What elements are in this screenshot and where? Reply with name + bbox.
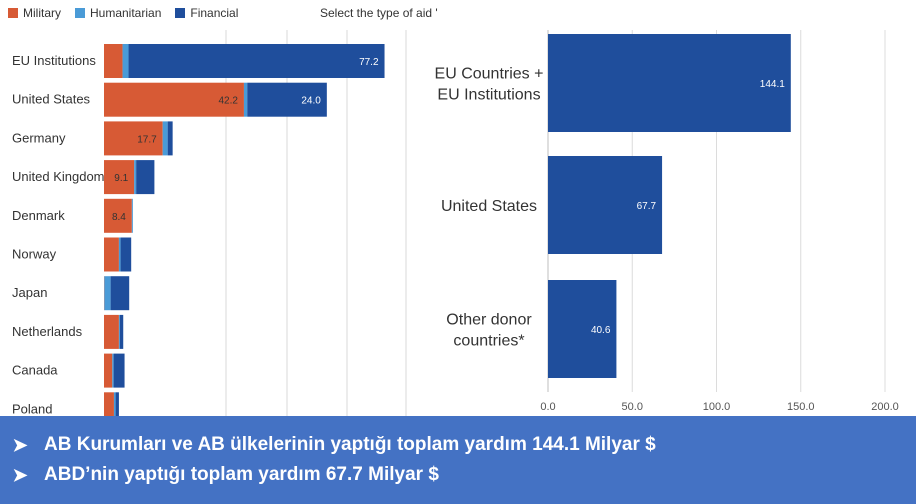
arrow-bullet-icon: ➤: [12, 434, 28, 455]
bar-united-kingdom-humanitarian: [134, 160, 137, 195]
bar-japan-humanitarian: [104, 276, 111, 311]
legend-label-humanitarian: Humanitarian: [90, 6, 162, 20]
bar-eu-institutions-humanitarian: [122, 44, 129, 78]
bar-eu-countries-eu-institutions: [548, 34, 791, 132]
bar-eu-institutions-military: [104, 44, 123, 78]
bar-netherlands-humanitarian: [118, 314, 120, 349]
bar-other-donor-countries: [548, 280, 617, 378]
category-label-japan: Japan: [12, 285, 47, 300]
bar-poland-humanitarian: [113, 392, 116, 416]
summary-text-1: AB Kurumları ve AB ülkelerinin yaptığı t…: [44, 434, 656, 455]
arrow-bullet-icon: ➤: [12, 464, 28, 485]
category-label-netherlands: Netherlands: [12, 324, 83, 339]
legend-swatch-humanitarian: [75, 8, 85, 18]
bar-united-states: [548, 156, 663, 254]
data-label-denmark-military: 8.4: [112, 212, 126, 223]
bar-united-kingdom-military: [104, 160, 135, 195]
category-label-united-states-line-0: United States: [441, 198, 537, 215]
summary-text-2: ABD’nin yaptığı toplam yardım 67.7 Milya…: [44, 464, 439, 485]
category-label-eu-countries-eu-institutions-line-0: EU Countries +: [435, 66, 544, 83]
legend-swatch-military: [8, 8, 18, 18]
bar-canada-humanitarian: [112, 353, 114, 388]
chart-legend: Military Humanitarian Financial: [8, 6, 252, 20]
data-label-united-kingdom-military: 9.1: [114, 173, 128, 184]
bar-poland-financial: [115, 392, 119, 416]
legend-item-humanitarian[interactable]: Humanitarian: [75, 6, 161, 20]
bar-canada-military: [104, 353, 113, 388]
category-label-united-states: United States: [12, 92, 91, 107]
bar-norway-financial: [120, 237, 132, 272]
bar-denmark-military: [104, 198, 132, 233]
data-label-united-states-financial: 24.0: [301, 96, 321, 107]
legend-item-military[interactable]: Military: [8, 6, 61, 20]
bar-japan-financial: [110, 276, 130, 311]
bar-eu-institutions-financial: [128, 44, 385, 78]
bar-denmark-humanitarian: [131, 198, 133, 233]
summary-line-1: ➤ AB Kurumları ve AB ülkelerinin yaptığı…: [0, 430, 916, 460]
bar-united-states-military: [104, 82, 244, 117]
bar-united-states-humanitarian: [243, 82, 248, 117]
value-label-eu-countries-eu-institutions: 144.1: [760, 79, 785, 90]
category-label-poland: Poland: [12, 401, 52, 416]
x-tick-label-2: 100.0: [703, 401, 731, 413]
bar-norway-military: [104, 237, 119, 272]
bar-germany-military: [104, 121, 163, 156]
summary-line-2: ➤ ABD’nin yaptığı toplam yardım 67.7 Mil…: [0, 460, 916, 490]
donor-aid-stacked-bar-chart: EU Institutions 77.2 United States 42.2 24.0…: [12, 30, 407, 416]
x-tick-label-0: 0.0: [540, 401, 555, 413]
data-label-germany-military: 17.7: [137, 134, 157, 145]
bar-netherlands-military: [104, 314, 119, 349]
bar-netherlands-financial: [119, 314, 124, 349]
legend-label-military: Military: [23, 6, 61, 20]
bar-norway-humanitarian: [118, 237, 121, 272]
bar-canada-financial: [113, 353, 125, 388]
category-label-other-donor-countries-line-0: Other donor: [446, 312, 532, 329]
legend-swatch-financial: [175, 8, 186, 18]
total-aid-bar-chart: 0.0 50.0 100.0 150.0 200.0 144.1 EU Countries …: [430, 0, 916, 416]
x-tick-label-1: 50.0: [622, 401, 643, 413]
bar-united-states-financial: [247, 82, 327, 117]
bar-germany-humanitarian: [162, 121, 168, 156]
category-label-denmark: Denmark: [12, 208, 65, 223]
value-label-other-donor-countries: 40.6: [591, 325, 611, 336]
category-label-norway: Norway: [12, 247, 57, 262]
category-label-eu-institutions: EU Institutions: [12, 53, 96, 68]
category-label-canada: Canada: [12, 363, 58, 378]
bar-germany-financial: [167, 121, 173, 156]
aid-type-select-label[interactable]: Select the type of aid ': [320, 6, 438, 20]
summary-box: ➤ AB Kurumları ve AB ülkelerinin yaptığı…: [0, 416, 916, 504]
bar-united-kingdom-financial: [136, 160, 155, 195]
data-label-united-states-military: 42.2: [218, 96, 238, 107]
bar-poland-military: [104, 392, 114, 416]
value-label-united-states: 67.7: [637, 201, 657, 212]
x-tick-label-3: 150.0: [787, 401, 815, 413]
x-tick-label-4: 200.0: [871, 401, 899, 413]
data-label-eu-institutions-financial: 77.2: [359, 57, 379, 68]
category-label-united-kingdom: United Kingdom: [12, 169, 105, 184]
category-label-other-donor-countries-line-1: countries*: [453, 333, 524, 350]
category-label-eu-countries-eu-institutions-line-1: EU Institutions: [437, 87, 540, 104]
category-label-germany: Germany: [12, 130, 66, 145]
legend-label-financial: Financial: [190, 6, 239, 20]
legend-item-financial[interactable]: Financial: [175, 6, 238, 20]
